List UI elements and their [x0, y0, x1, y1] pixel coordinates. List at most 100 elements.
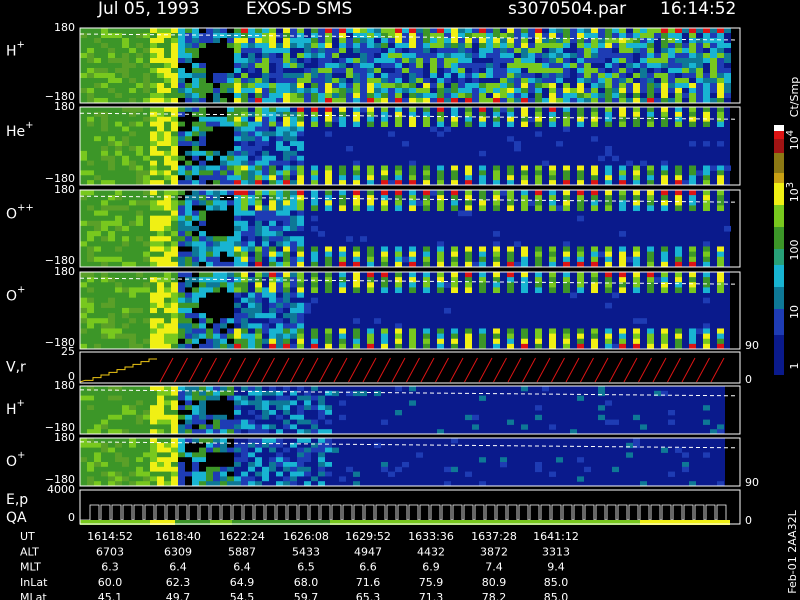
spectrogram-cell	[94, 68, 101, 74]
spectrogram-cell	[647, 338, 654, 345]
spectrogram-cell	[269, 170, 276, 176]
spectrogram-cell	[241, 405, 248, 411]
spectrogram-cell	[563, 277, 570, 283]
spectrogram-cell	[171, 231, 178, 237]
spectrogram-cell	[101, 43, 108, 49]
spectrogram-cell	[339, 107, 346, 113]
spectrogram-cell	[262, 429, 269, 435]
spectrogram-cell	[164, 395, 171, 401]
spectrogram-cell	[633, 88, 640, 94]
spectrogram-cell	[633, 107, 640, 113]
spectrogram-cell	[129, 28, 136, 34]
spectrogram-cell	[479, 170, 486, 176]
spectrogram-cell	[136, 405, 143, 411]
spectrogram-cell	[255, 323, 262, 329]
spectrogram-cell	[129, 386, 136, 392]
spectrogram-cell	[164, 452, 171, 458]
spectrogram-cell	[220, 225, 227, 232]
spectrogram-cell	[297, 236, 304, 242]
spectrogram-cell	[94, 136, 101, 142]
spectrogram-cell	[185, 146, 192, 152]
spectrogram-cell	[206, 68, 213, 74]
spectrogram-cell	[192, 38, 199, 44]
spectrogram-cell	[206, 343, 213, 350]
spectrogram-cell	[136, 98, 143, 104]
spectrogram-cell	[703, 63, 710, 69]
spectrogram-cell	[262, 63, 269, 69]
spectrogram-cell	[535, 53, 542, 59]
spectrogram-cell	[178, 246, 185, 253]
spectrogram-cell	[136, 386, 143, 392]
spectrogram-cell	[101, 476, 108, 482]
spectrogram-cell	[311, 175, 318, 181]
spectrogram-cell	[661, 180, 668, 186]
spectrogram-cell	[549, 272, 556, 278]
spectrogram-cell	[423, 343, 430, 350]
spectrogram-cell	[101, 73, 108, 79]
spectrogram-cell	[549, 343, 556, 350]
spectrogram-cell	[290, 170, 297, 176]
spectrogram-cell	[675, 116, 682, 123]
spectrogram-cell	[262, 210, 269, 217]
spectrogram-cell	[304, 83, 311, 89]
spectrogram-cell	[451, 251, 458, 258]
spectrogram-cell	[304, 73, 311, 79]
spectrogram-cell	[360, 390, 367, 397]
spectrogram-cell	[157, 116, 164, 123]
spectrogram-cell	[423, 58, 430, 64]
spectrogram-cell	[80, 210, 87, 217]
spectrogram-cell	[178, 419, 185, 425]
spectrogram-cell	[171, 287, 178, 294]
spectrogram-cell	[262, 292, 269, 299]
spectrogram-cell	[157, 200, 164, 206]
spectrogram-cell	[262, 155, 269, 162]
spectrogram-cell	[395, 107, 402, 113]
species: O	[6, 207, 17, 223]
spectrogram-cell	[262, 131, 269, 137]
spectrogram-cell	[619, 28, 626, 34]
spectrogram-cell	[150, 386, 157, 392]
spectrogram-cell	[493, 195, 500, 201]
spectrogram-cell	[395, 386, 402, 392]
spectrogram-cell	[192, 220, 199, 227]
spectrogram-cell	[199, 155, 206, 162]
spectrogram-cell	[157, 429, 164, 435]
spectrogram-cell	[206, 462, 213, 468]
spectrogram-cell	[80, 131, 87, 137]
spectrogram-cell	[521, 328, 528, 335]
spectrogram-cell	[199, 400, 206, 406]
spectrogram-cell	[724, 78, 731, 84]
spectrogram-cell	[122, 155, 129, 162]
spectrogram-cell	[157, 150, 164, 157]
spectrogram-cell	[248, 414, 255, 421]
spectrogram-cell	[248, 116, 255, 123]
spectrogram-cell	[283, 457, 290, 463]
spectrogram-cell	[157, 210, 164, 217]
spectrogram-cell	[101, 429, 108, 435]
spectrogram-cell	[269, 53, 276, 59]
spectrogram-cell	[290, 272, 297, 278]
spectrogram-cell	[437, 121, 444, 127]
spectrogram-cell	[304, 457, 311, 463]
spectrogram-cell	[255, 256, 262, 263]
species: O	[6, 289, 17, 305]
spectrogram-cell	[507, 338, 514, 345]
spectrogram-cell	[136, 28, 143, 34]
spectrogram-cell	[192, 246, 199, 253]
spectrogram-cell	[353, 180, 360, 186]
spectrogram-cell	[213, 68, 220, 74]
spectrogram-cell	[220, 43, 227, 49]
spectrogram-cell	[178, 146, 185, 152]
spectrogram-cell	[143, 78, 150, 84]
spectrogram-cell	[304, 395, 311, 401]
spectrogram-cell	[297, 175, 304, 181]
spectrogram-cell	[381, 282, 388, 288]
spectrogram-cell	[283, 215, 290, 222]
spectrogram-cell	[598, 83, 605, 89]
spectrogram-cell	[304, 481, 311, 487]
spectrogram-cell	[87, 170, 94, 176]
spectrogram-cell	[241, 419, 248, 425]
spectrogram-cell	[262, 481, 269, 487]
spectrogram-cell	[248, 131, 255, 137]
spectrogram-cell	[290, 481, 297, 487]
